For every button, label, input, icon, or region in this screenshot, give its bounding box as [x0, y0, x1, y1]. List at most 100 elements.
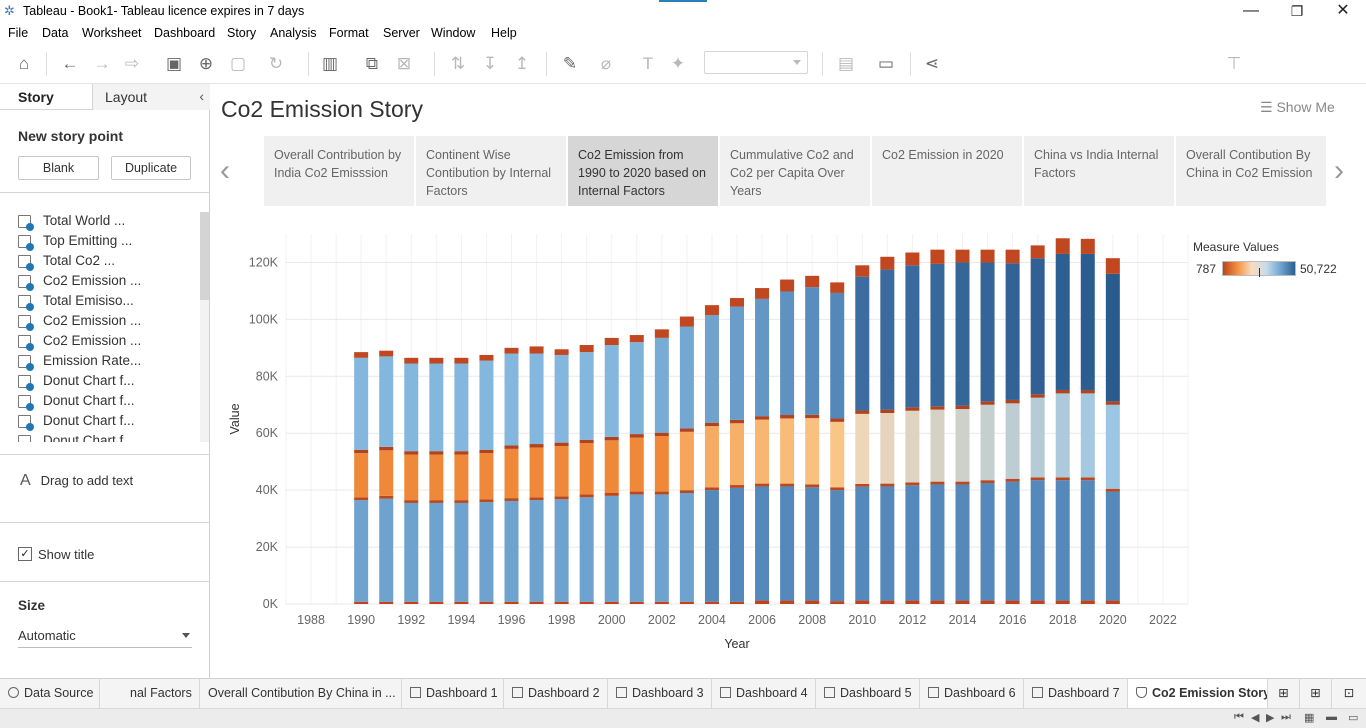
menu-format[interactable]: Format	[329, 26, 369, 40]
bar-segment-bottom	[1030, 600, 1045, 604]
show-me-button[interactable]: ☰ Show Me	[1260, 99, 1335, 115]
menu-server[interactable]: Server	[383, 26, 420, 40]
save-icon[interactable]: ▣	[165, 54, 183, 73]
format-painter-icon[interactable]: ⊤	[1226, 54, 1242, 73]
previous-sheet-icon[interactable]: ◀	[1251, 712, 1260, 724]
menu-story[interactable]: Story	[227, 26, 257, 40]
sheet-list: Total World ... Top Emitting ... Total C…	[18, 212, 202, 442]
previous-story-point-icon[interactable]: ‹	[220, 154, 230, 187]
menu-analysis[interactable]: Analysis	[270, 26, 317, 40]
restore-button[interactable]: ❐	[1290, 3, 1304, 19]
story-point-4[interactable]: Cummulative Co2 and Co2 per Capita Over …	[720, 136, 870, 206]
bar-segment-bottom	[379, 601, 394, 604]
drag-text-object[interactable]: A Drag to add text	[20, 472, 133, 490]
refresh-icon[interactable]: ↻	[268, 54, 284, 73]
list-item[interactable]: Donut Chart f...	[18, 372, 202, 392]
list-item[interactable]: Donut Chart f...	[18, 432, 202, 442]
tab-data-source[interactable]: Data Source	[0, 679, 100, 708]
home-icon[interactable]: ⌂	[18, 54, 30, 73]
list-item[interactable]: Emission Rate...	[18, 352, 202, 372]
tab-dashboard-6[interactable]: Dashboard 6	[920, 679, 1024, 708]
new-story-tab-icon[interactable]: ⊡	[1343, 686, 1355, 700]
show-title-checkbox[interactable]: ✓	[18, 547, 32, 561]
group-icon[interactable]: ⌀	[600, 54, 612, 73]
duplicate-sheet-icon[interactable]: ⧉	[365, 54, 379, 73]
tab-sheet[interactable]: Overall Contibution By China in ...	[200, 679, 402, 708]
collapse-pane-icon[interactable]: ‹	[199, 88, 204, 104]
color-legend-ramp[interactable]	[1222, 261, 1296, 277]
size-dropdown[interactable]: Automatic	[18, 628, 192, 648]
list-item[interactable]: Total Emisiso...	[18, 292, 202, 312]
list-item[interactable]: Donut Chart f...	[18, 412, 202, 432]
pause-updates-icon[interactable]: ▢	[229, 54, 247, 73]
tab-dashboard-5[interactable]: Dashboard 5	[816, 679, 920, 708]
tab-layout[interactable]: Layout	[92, 84, 210, 110]
new-dashboard-tab-icon[interactable]: ⊞	[1300, 679, 1332, 708]
menu-help[interactable]: Help	[491, 26, 517, 40]
bar-segment-upper	[454, 363, 469, 452]
tab-dashboard-4[interactable]: Dashboard 4	[712, 679, 816, 708]
presentation-mode-icon[interactable]: ▭	[877, 54, 895, 73]
menu-data[interactable]: Data	[42, 26, 69, 40]
tab-dashboard-3[interactable]: Dashboard 3	[608, 679, 712, 708]
clear-sheet-icon[interactable]: ⊠	[396, 54, 412, 73]
fix-axes-icon[interactable]: ✦	[670, 54, 686, 73]
scrollbar-thumb[interactable]	[200, 212, 209, 300]
list-item[interactable]: Donut Chart f...	[18, 392, 202, 412]
story-point-5[interactable]: Co2 Emission in 2020	[872, 136, 1022, 206]
list-item[interactable]: Total Co2 ...	[18, 252, 202, 272]
tab-dashboard-7[interactable]: Dashboard 7	[1024, 679, 1128, 708]
new-worksheet-tab-icon[interactable]: ⊞	[1268, 679, 1300, 708]
show-cards-icon[interactable]: ▤	[837, 54, 855, 73]
menu-dashboard[interactable]: Dashboard	[154, 26, 216, 40]
fit-dropdown[interactable]	[704, 51, 808, 74]
story-point-1[interactable]: Overall Contribution by India Co2 Emisss…	[264, 136, 414, 206]
menu-file[interactable]: File	[8, 26, 29, 40]
replay-icon[interactable]: ⇨	[124, 54, 140, 73]
chevron-down-icon	[793, 60, 801, 65]
duplicate-button[interactable]: Duplicate	[111, 156, 191, 180]
sheet-label: Co2 Emission ...	[43, 333, 142, 348]
tab-sheet[interactable]: nal Factors	[124, 679, 200, 708]
next-sheet-icon[interactable]: ▶	[1266, 712, 1275, 724]
list-item[interactable]: Total World ...	[18, 212, 202, 232]
sort-descending-icon[interactable]: ↥	[514, 54, 530, 73]
tab-dashboard-1[interactable]: Dashboard 1	[402, 679, 504, 708]
menu-worksheet[interactable]: Worksheet	[82, 26, 142, 40]
new-worksheet-icon[interactable]: ▥	[321, 54, 339, 73]
share-icon[interactable]: ⋖	[924, 54, 940, 73]
show-labels-icon[interactable]: T	[642, 54, 654, 73]
bar-segment-upper	[479, 360, 494, 450]
list-item[interactable]: Top Emitting ...	[18, 232, 202, 252]
new-data-source-icon[interactable]: ⊕	[198, 54, 214, 73]
redo-icon[interactable]: →	[93, 54, 111, 73]
pane-tabs: Story Layout ‹	[0, 84, 210, 110]
tab-co2-emission-story[interactable]: Co2 Emission Story	[1128, 679, 1268, 708]
menu-window[interactable]: Window	[431, 26, 476, 40]
tab-dashboard-2[interactable]: Dashboard 2	[504, 679, 608, 708]
story-point-3[interactable]: Co2 Emission from 1990 to 2020 based on …	[568, 136, 718, 206]
show-sheet-sorter-icon[interactable]: ▬	[1326, 711, 1337, 723]
bar-segment-bottom	[429, 601, 444, 604]
story-point-7[interactable]: Overall Contibution By China in Co2 Emis…	[1176, 136, 1326, 206]
bar-segment-divider	[554, 496, 569, 500]
close-button[interactable]: ✕	[1336, 2, 1350, 19]
next-story-point-icon[interactable]: ›	[1334, 154, 1344, 187]
blank-button[interactable]: Blank	[18, 156, 99, 180]
show-tabs-icon[interactable]: ▭	[1348, 712, 1359, 724]
story-point-2[interactable]: Continent Wise Contibution by Internal F…	[416, 136, 566, 206]
list-item[interactable]: Co2 Emission ...	[18, 272, 202, 292]
highlight-icon[interactable]: ✎	[562, 54, 578, 73]
story-point-6[interactable]: China vs India Internal Factors	[1024, 136, 1174, 206]
swap-icon[interactable]: ⇅	[450, 54, 466, 73]
sort-ascending-icon[interactable]: ↧	[482, 54, 498, 73]
first-sheet-icon[interactable]: ⏮	[1234, 711, 1244, 723]
undo-icon[interactable]: ←	[61, 54, 79, 73]
sheet-list-scrollbar[interactable]	[200, 212, 209, 442]
show-filmstrip-icon[interactable]: ▦	[1304, 712, 1315, 724]
last-sheet-icon[interactable]: ⏭	[1281, 711, 1291, 723]
list-item[interactable]: Co2 Emission ...	[18, 312, 202, 332]
minimize-button[interactable]: —	[1243, 2, 1259, 19]
tab-story[interactable]: Story	[18, 89, 54, 105]
list-item[interactable]: Co2 Emission ...	[18, 332, 202, 352]
